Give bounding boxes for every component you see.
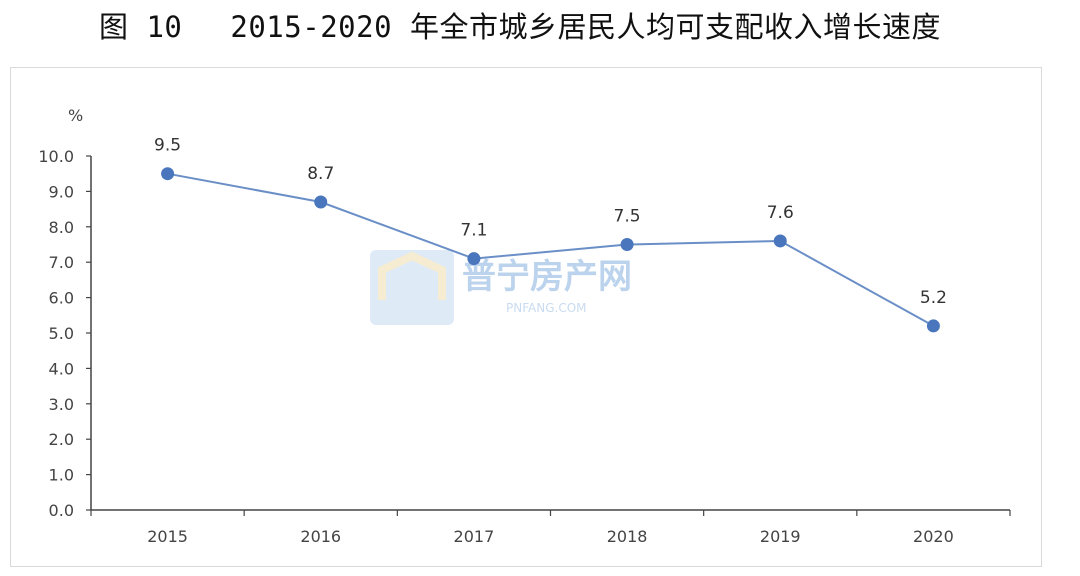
x-tick-label: 2018 bbox=[607, 527, 648, 546]
x-tick-label: 2017 bbox=[454, 527, 495, 546]
y-tick-label: 1.0 bbox=[49, 466, 74, 485]
data-point bbox=[467, 252, 481, 266]
y-tick-label: 4.0 bbox=[49, 359, 74, 378]
data-points bbox=[161, 167, 940, 333]
figure-number: 图 10 bbox=[99, 10, 183, 44]
y-tick-label: 0.0 bbox=[49, 501, 74, 520]
data-point bbox=[926, 319, 940, 333]
y-tick-label: 3.0 bbox=[49, 395, 74, 414]
y-tick-label: 8.0 bbox=[49, 218, 74, 237]
y-tick-label: 9.0 bbox=[49, 182, 74, 201]
chart-frame bbox=[10, 67, 1042, 567]
data-label: 5.2 bbox=[920, 288, 947, 308]
figure-title: 图 10 2015-2020 年全市城乡居民人均可支配收入增长速度 bbox=[0, 4, 1040, 46]
watermark-logo: 普宁房产网 PNFANG.COM bbox=[370, 250, 632, 325]
data-label: 7.5 bbox=[614, 207, 641, 227]
data-labels: 9.5 8.7 7.1 7.5 7.6 5.2 bbox=[154, 136, 947, 308]
data-point bbox=[620, 238, 634, 251]
y-tick-label: 10.0 bbox=[38, 147, 74, 166]
watermark-domain: PNFANG.COM bbox=[506, 301, 587, 315]
data-point bbox=[161, 167, 175, 181]
y-tick-label: 5.0 bbox=[49, 324, 74, 343]
x-ticks: 2015 2016 2017 2018 2019 2020 bbox=[90, 510, 1011, 546]
data-point bbox=[314, 195, 328, 209]
y-tick-label: 7.0 bbox=[49, 253, 74, 272]
data-label: 8.7 bbox=[307, 164, 334, 184]
y-axis-unit-label: % bbox=[68, 106, 83, 125]
data-label: 7.1 bbox=[460, 221, 487, 241]
x-tick-label: 2019 bbox=[760, 527, 801, 546]
series-line bbox=[167, 172, 934, 327]
y-tick-label: 6.0 bbox=[49, 289, 74, 308]
x-tick-label: 2020 bbox=[913, 527, 954, 546]
x-tick-label: 2016 bbox=[300, 527, 341, 546]
figure-title-text: 2015-2020 年全市城乡居民人均可支配收入增长速度 bbox=[230, 10, 941, 44]
data-label: 7.6 bbox=[767, 203, 794, 223]
data-label: 9.5 bbox=[154, 136, 181, 156]
watermark-name: 普宁房产网 bbox=[462, 257, 632, 297]
y-tick-label: 2.0 bbox=[49, 430, 74, 449]
watermark-house-outline bbox=[378, 251, 446, 300]
x-tick-label: 2015 bbox=[147, 527, 188, 546]
data-point bbox=[773, 234, 787, 248]
y-ticks: 0.0 1.0 2.0 3.0 4.0 5.0 6.0 7.0 8.0 9.0 10.0 bbox=[38, 147, 91, 520]
